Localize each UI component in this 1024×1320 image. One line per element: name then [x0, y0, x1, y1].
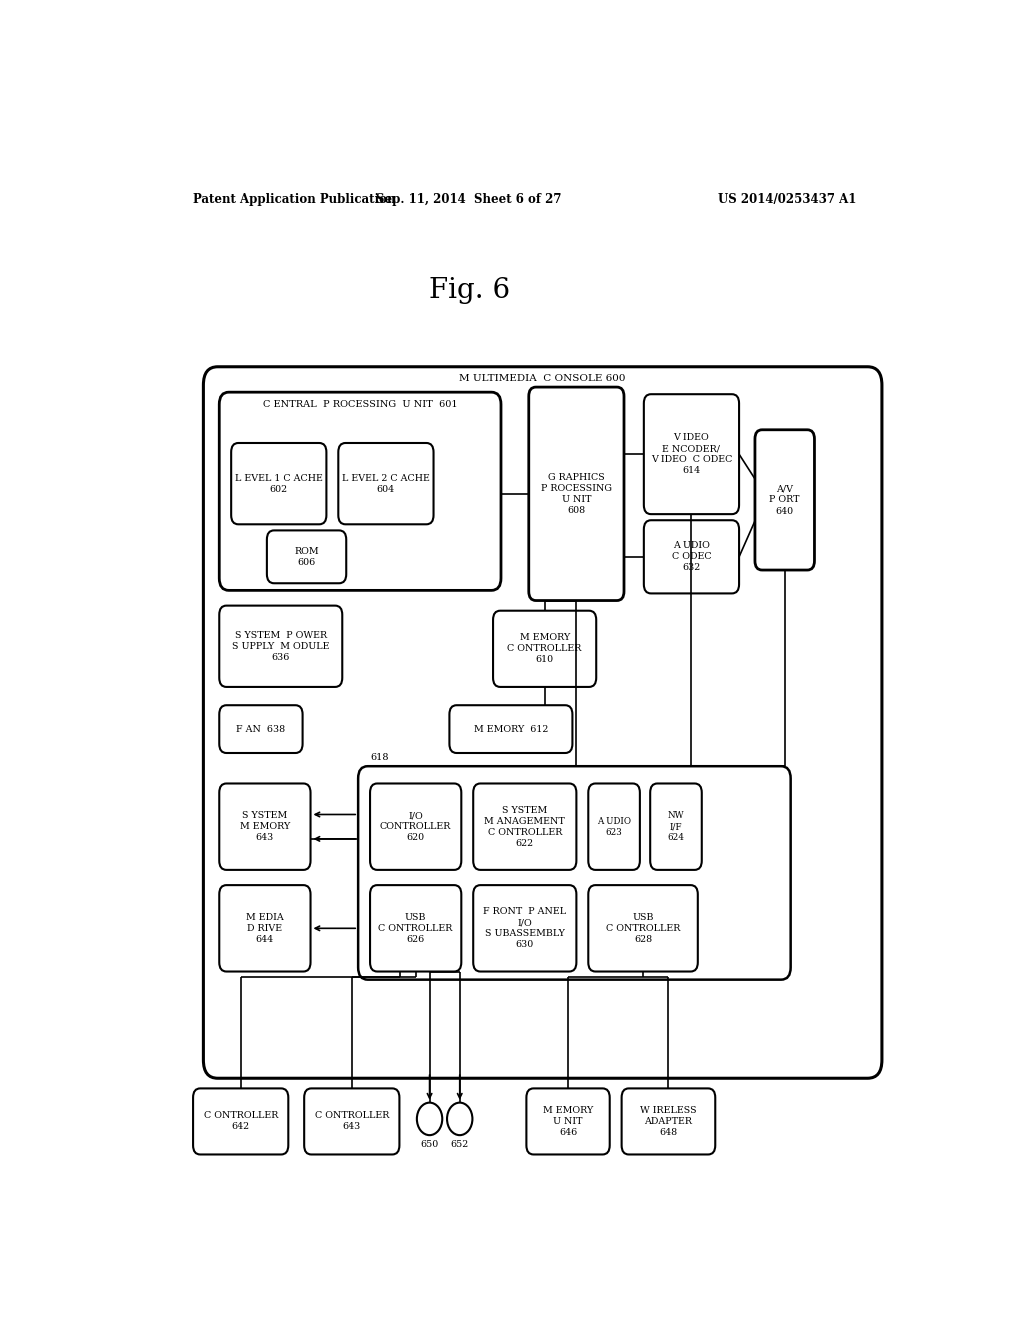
FancyBboxPatch shape [231, 444, 327, 524]
Text: I/O
CONTROLLER
620: I/O CONTROLLER 620 [380, 810, 452, 842]
Text: Sep. 11, 2014  Sheet 6 of 27: Sep. 11, 2014 Sheet 6 of 27 [377, 193, 562, 206]
FancyBboxPatch shape [219, 886, 310, 972]
Text: G RAPHICS
P ROCESSING
U NIT
608: G RAPHICS P ROCESSING U NIT 608 [541, 473, 612, 515]
FancyBboxPatch shape [219, 606, 342, 686]
Text: M EMORY
C ONTROLLER
610: M EMORY C ONTROLLER 610 [508, 634, 582, 664]
Text: M EMORY
U NIT
646: M EMORY U NIT 646 [543, 1106, 593, 1137]
Text: NW
I/F
624: NW I/F 624 [668, 810, 684, 842]
Text: 618: 618 [370, 754, 388, 762]
FancyBboxPatch shape [267, 531, 346, 583]
Text: W IRELESS
ADAPTER
648: W IRELESS ADAPTER 648 [640, 1106, 696, 1137]
FancyBboxPatch shape [494, 611, 596, 686]
Text: Fig. 6: Fig. 6 [429, 277, 510, 304]
FancyBboxPatch shape [219, 705, 303, 752]
Text: F RONT  P ANEL
I/O
S UBASSEMBLY
630: F RONT P ANEL I/O S UBASSEMBLY 630 [483, 907, 566, 949]
Text: L EVEL 2 C ACHE
604: L EVEL 2 C ACHE 604 [342, 474, 430, 494]
FancyBboxPatch shape [588, 886, 697, 972]
Text: A UDIO
C ODEC
632: A UDIO C ODEC 632 [672, 541, 712, 573]
Text: F AN  638: F AN 638 [237, 725, 286, 734]
Text: USB
C ONTROLLER
628: USB C ONTROLLER 628 [606, 912, 680, 944]
Text: S YSTEM
M EMORY
643: S YSTEM M EMORY 643 [240, 810, 290, 842]
FancyBboxPatch shape [219, 784, 310, 870]
FancyBboxPatch shape [219, 392, 501, 590]
Text: US 2014/0253437 A1: US 2014/0253437 A1 [718, 193, 856, 206]
FancyBboxPatch shape [450, 705, 572, 752]
FancyBboxPatch shape [526, 1089, 609, 1155]
Text: S YSTEM
M ANAGEMENT
C ONTROLLER
622: S YSTEM M ANAGEMENT C ONTROLLER 622 [484, 805, 565, 847]
Circle shape [417, 1102, 442, 1135]
Text: A/V
P ORT
640: A/V P ORT 640 [769, 484, 800, 516]
FancyBboxPatch shape [304, 1089, 399, 1155]
Text: ROM
606: ROM 606 [294, 546, 318, 566]
FancyBboxPatch shape [528, 387, 624, 601]
FancyBboxPatch shape [650, 784, 701, 870]
Text: A UDIO
623: A UDIO 623 [597, 817, 631, 837]
FancyBboxPatch shape [473, 886, 577, 972]
FancyBboxPatch shape [473, 784, 577, 870]
Text: 652: 652 [451, 1140, 469, 1150]
Text: 650: 650 [421, 1140, 438, 1150]
FancyBboxPatch shape [370, 784, 461, 870]
Text: L EVEL 1 C ACHE
602: L EVEL 1 C ACHE 602 [234, 474, 323, 494]
FancyBboxPatch shape [644, 395, 739, 515]
Text: V IDEO
E NCODER/
V IDEO  C ODEC
614: V IDEO E NCODER/ V IDEO C ODEC 614 [651, 433, 732, 475]
Text: M ULTIMEDIA  C ONSOLE 600: M ULTIMEDIA C ONSOLE 600 [460, 374, 626, 383]
FancyBboxPatch shape [204, 367, 882, 1078]
FancyBboxPatch shape [755, 430, 814, 570]
Text: C ONTROLLER
642: C ONTROLLER 642 [204, 1111, 278, 1131]
FancyBboxPatch shape [338, 444, 433, 524]
Text: Patent Application Publication: Patent Application Publication [194, 193, 395, 206]
Circle shape [447, 1102, 472, 1135]
FancyBboxPatch shape [370, 886, 461, 972]
Text: M EMORY  612: M EMORY 612 [474, 725, 548, 734]
Text: S YSTEM  P OWER
S UPPLY  M ODULE
636: S YSTEM P OWER S UPPLY M ODULE 636 [232, 631, 330, 661]
Text: M EDIA
D RIVE
644: M EDIA D RIVE 644 [246, 912, 284, 944]
FancyBboxPatch shape [194, 1089, 289, 1155]
FancyBboxPatch shape [588, 784, 640, 870]
FancyBboxPatch shape [358, 766, 791, 979]
Text: C ENTRAL  P ROCESSING  U NIT  601: C ENTRAL P ROCESSING U NIT 601 [263, 400, 458, 409]
Text: C ONTROLLER
643: C ONTROLLER 643 [314, 1111, 389, 1131]
Text: USB
C ONTROLLER
626: USB C ONTROLLER 626 [379, 912, 453, 944]
FancyBboxPatch shape [622, 1089, 715, 1155]
FancyBboxPatch shape [644, 520, 739, 594]
